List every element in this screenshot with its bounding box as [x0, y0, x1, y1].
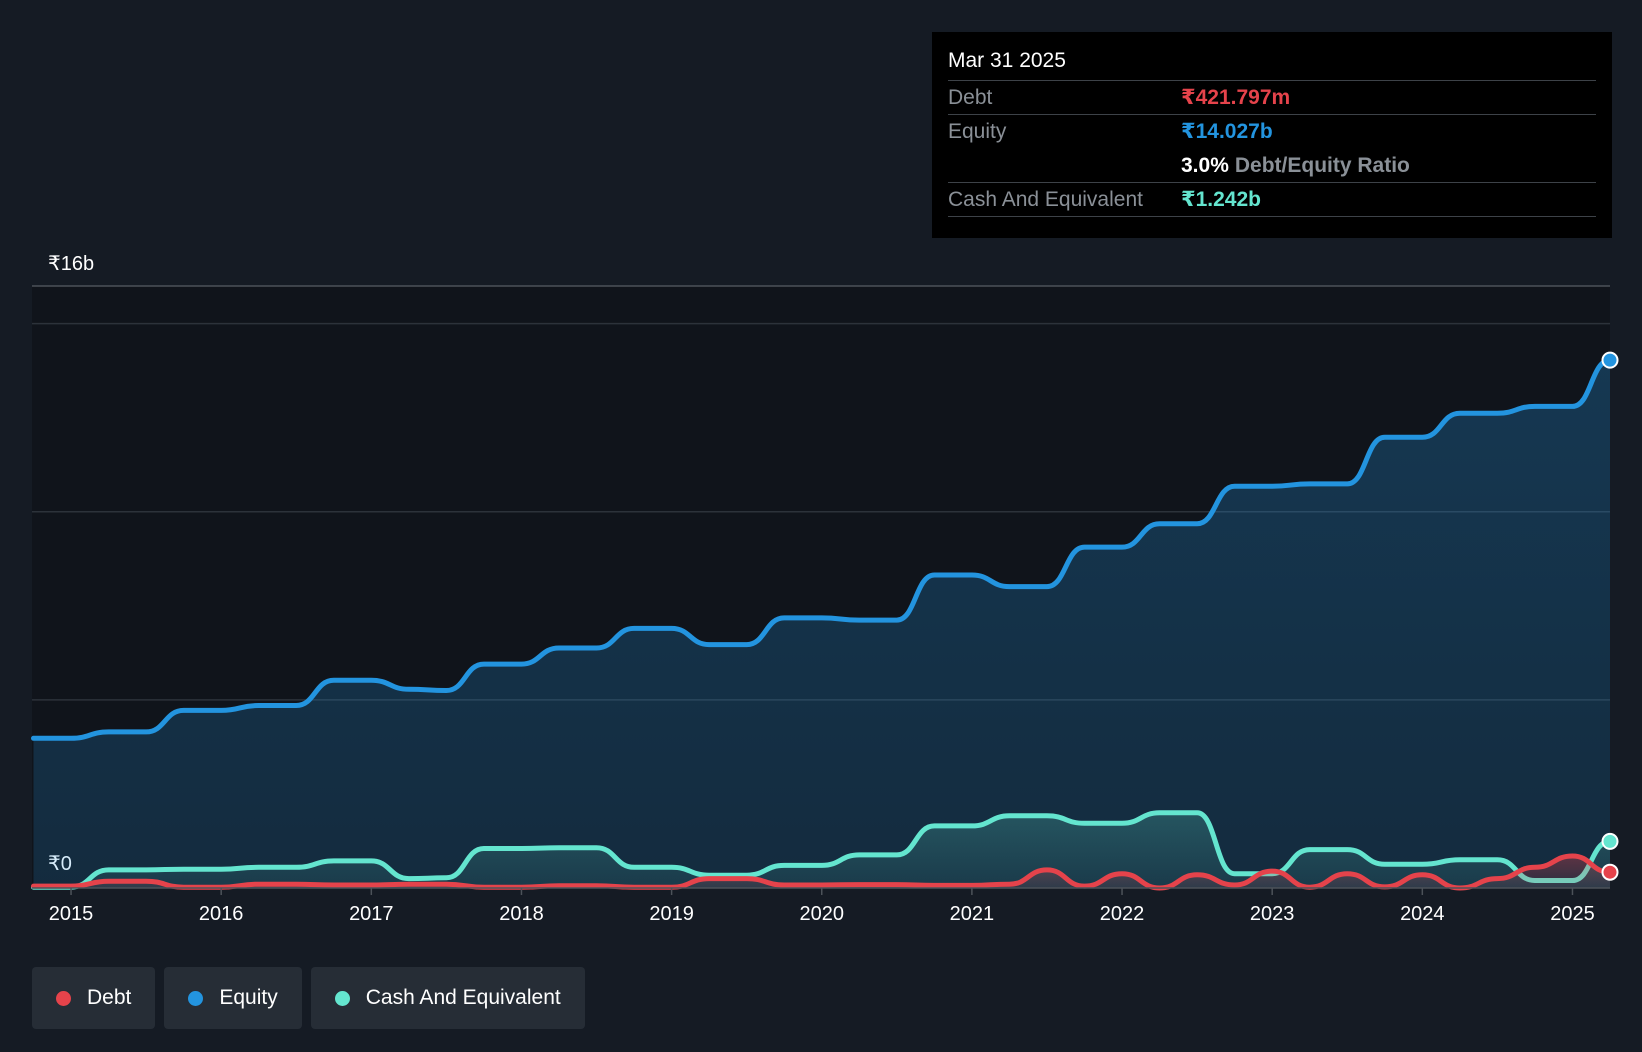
legend-equity-label: Equity	[219, 986, 278, 1009]
cash-area	[33, 812, 1610, 888]
tooltip-equity-value: ₹14.027b	[1181, 120, 1273, 143]
cash-line	[31, 810, 1613, 890]
tooltip-ratio-value: 3.0%	[1181, 154, 1229, 177]
cash-end-marker	[1601, 832, 1619, 850]
tooltip-equity-label: Equity	[948, 120, 1007, 143]
tooltip-ratio-spacer	[948, 149, 1181, 182]
x-tick-label-2024: 2024	[1400, 903, 1445, 925]
equity-dot-icon	[188, 990, 204, 1006]
debt-end-marker	[1601, 863, 1619, 881]
series-layer	[31, 357, 1613, 891]
x-tick-label-2019: 2019	[649, 903, 694, 925]
chart-legend: Debt Equity Cash And Equivalent	[32, 967, 585, 1029]
x-tick-label-2016: 2016	[199, 903, 244, 925]
tooltip-debt-label: Debt	[948, 86, 993, 109]
legend-debt-label: Debt	[87, 986, 132, 1009]
x-tick-label-2020: 2020	[800, 903, 845, 925]
x-tick-label-2022: 2022	[1100, 903, 1145, 925]
legend-item-cash[interactable]: Cash And Equivalent	[310, 967, 585, 1029]
debt-dot-icon	[56, 990, 71, 1006]
legend-cash-label: Cash And Equivalent	[365, 986, 561, 1009]
y-axis-label-max: ₹16b	[48, 253, 94, 275]
tooltip-debt-value: ₹421.797m	[1181, 86, 1291, 109]
x-tick-label-2023: 2023	[1250, 903, 1295, 925]
tooltip-cash-value: ₹1.242b	[1181, 188, 1261, 211]
x-tick-label-2021: 2021	[950, 903, 995, 925]
tooltip-row-debt: Debt ₹421.797m	[948, 80, 1596, 114]
tooltip-row-ratio: 3.0% Debt/Equity Ratio	[948, 148, 1596, 182]
x-tick-label-2018: 2018	[499, 903, 544, 925]
series-end-markers	[1601, 351, 1619, 881]
debt-line	[31, 853, 1613, 891]
legend-item-debt[interactable]: Debt	[32, 967, 156, 1029]
x-tick-label-2017: 2017	[349, 903, 394, 925]
tooltip-date: Mar 31 2025	[948, 49, 1066, 72]
x-tick-label-2015: 2015	[49, 903, 94, 925]
tooltip-row-cash: Cash And Equivalent ₹1.242b	[948, 182, 1596, 217]
equity-line	[31, 357, 1613, 741]
equity-end-marker	[1601, 351, 1619, 369]
tooltip-cash-label: Cash And Equivalent	[948, 188, 1143, 211]
cash-dot-icon	[334, 990, 350, 1006]
x-tick-label-2025: 2025	[1550, 903, 1595, 925]
tooltip-panel: Mar 31 2025 Debt ₹421.797m Equity ₹14.02…	[932, 32, 1612, 238]
tooltip-row-equity: Equity ₹14.027b	[948, 114, 1596, 148]
tooltip-ratio-label: Debt/Equity Ratio	[1234, 154, 1410, 177]
legend-item-equity[interactable]: Equity	[164, 967, 302, 1029]
equity-area	[33, 360, 1610, 889]
x-axis-ticks: 2015 2016 2017 2018 2019 2020 2021 2022 2023 2024…	[49, 888, 1595, 925]
